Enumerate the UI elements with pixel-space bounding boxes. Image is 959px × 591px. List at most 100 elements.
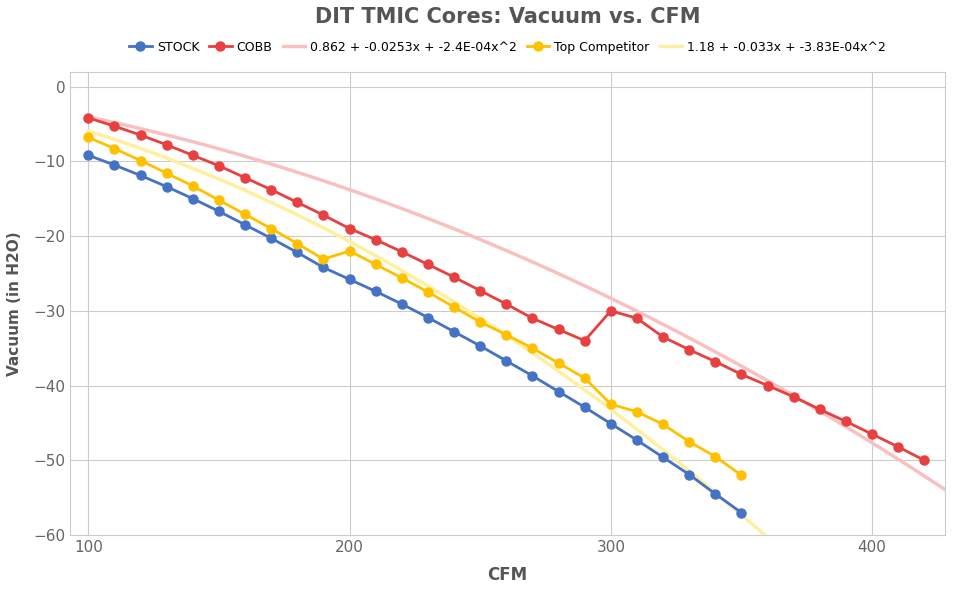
STOCK [501,358,512,365]
COBB [187,152,199,159]
1.18 + -0.033x + -3.83E-04x^2 [489,324,501,332]
Top Competitor [475,319,486,326]
Top Competitor [82,134,94,141]
STOCK [240,221,251,228]
Title: DIT TMIC Cores: Vacuum vs. CFM: DIT TMIC Cores: Vacuum vs. CFM [315,7,700,27]
0.862 + -0.0253x + -2.4E-04x^2 [495,245,506,252]
Top Competitor [710,453,721,460]
COBB [657,333,668,340]
COBB [526,315,538,322]
Line: Top Competitor: Top Competitor [83,133,746,480]
STOCK [344,276,356,283]
STOCK [552,388,564,395]
COBB [605,307,617,314]
COBB [501,300,512,307]
Line: 1.18 + -0.033x + -3.83E-04x^2: 1.18 + -0.033x + -3.83E-04x^2 [88,131,946,591]
1.18 + -0.033x + -3.83E-04x^2 [784,555,796,562]
STOCK [475,342,486,349]
COBB [135,132,147,139]
COBB [788,393,800,400]
COBB [761,382,773,389]
COBB [840,418,852,425]
STOCK [266,235,277,242]
COBB [579,337,591,344]
Top Competitor [161,170,173,177]
COBB [213,162,224,169]
STOCK [605,420,617,427]
Top Competitor [605,401,617,408]
Top Competitor [552,359,564,366]
STOCK [370,288,382,295]
STOCK [526,372,538,379]
STOCK [631,437,643,444]
1.18 + -0.033x + -3.83E-04x^2 [593,397,604,404]
Top Competitor [292,240,303,247]
COBB [292,199,303,206]
COBB [919,457,930,464]
Top Competitor [240,211,251,218]
COBB [475,287,486,294]
STOCK [657,454,668,461]
Top Competitor [631,408,643,415]
COBB [448,274,459,281]
STOCK [710,491,721,498]
Top Competitor [501,331,512,338]
0.862 + -0.0253x + -2.4E-04x^2 [784,391,796,398]
Top Competitor [344,248,356,255]
Top Competitor [396,274,408,281]
Top Competitor [422,288,433,296]
COBB [422,261,433,268]
0.862 + -0.0253x + -2.4E-04x^2 [547,267,558,274]
Top Competitor [526,345,538,352]
STOCK [135,172,147,179]
Line: STOCK: STOCK [83,151,746,517]
STOCK [292,249,303,256]
1.18 + -0.033x + -3.83E-04x^2 [547,363,558,370]
X-axis label: CFM: CFM [487,566,527,584]
STOCK [187,195,199,202]
Legend: STOCK, COBB, 0.862 + -0.0253x + -2.4E-04x^2, Top Competitor, 1.18 + -0.033x + -3: STOCK, COBB, 0.862 + -0.0253x + -2.4E-04… [129,41,886,54]
STOCK [448,328,459,335]
Line: COBB: COBB [83,113,929,465]
COBB [893,443,904,450]
COBB [552,326,564,333]
STOCK [317,264,329,271]
COBB [161,141,173,148]
COBB [684,346,695,353]
0.862 + -0.0253x + -2.4E-04x^2 [489,242,501,249]
COBB [108,122,120,129]
COBB [370,236,382,243]
Top Competitor [657,421,668,428]
COBB [82,115,94,122]
0.862 + -0.0253x + -2.4E-04x^2 [919,473,930,480]
STOCK [422,314,433,321]
Y-axis label: Vacuum (in H2O): Vacuum (in H2O) [7,231,22,376]
STOCK [684,471,695,478]
COBB [866,431,877,438]
COBB [266,186,277,193]
COBB [240,174,251,181]
Top Competitor [187,183,199,190]
COBB [344,225,356,232]
Top Competitor [317,256,329,263]
Top Competitor [266,225,277,232]
COBB [736,371,747,378]
Top Competitor [448,304,459,311]
1.18 + -0.033x + -3.83E-04x^2 [82,128,94,135]
0.862 + -0.0253x + -2.4E-04x^2 [940,486,951,493]
Top Competitor [213,197,224,204]
STOCK [736,509,747,516]
Line: 0.862 + -0.0253x + -2.4E-04x^2: 0.862 + -0.0253x + -2.4E-04x^2 [88,117,946,490]
COBB [396,248,408,255]
0.862 + -0.0253x + -2.4E-04x^2 [82,113,94,121]
COBB [710,358,721,365]
1.18 + -0.033x + -3.83E-04x^2 [495,328,506,335]
0.862 + -0.0253x + -2.4E-04x^2 [593,289,604,296]
STOCK [396,300,408,307]
Top Competitor [135,157,147,164]
COBB [317,212,329,219]
STOCK [82,152,94,159]
COBB [631,315,643,322]
Top Competitor [684,438,695,445]
STOCK [579,404,591,411]
